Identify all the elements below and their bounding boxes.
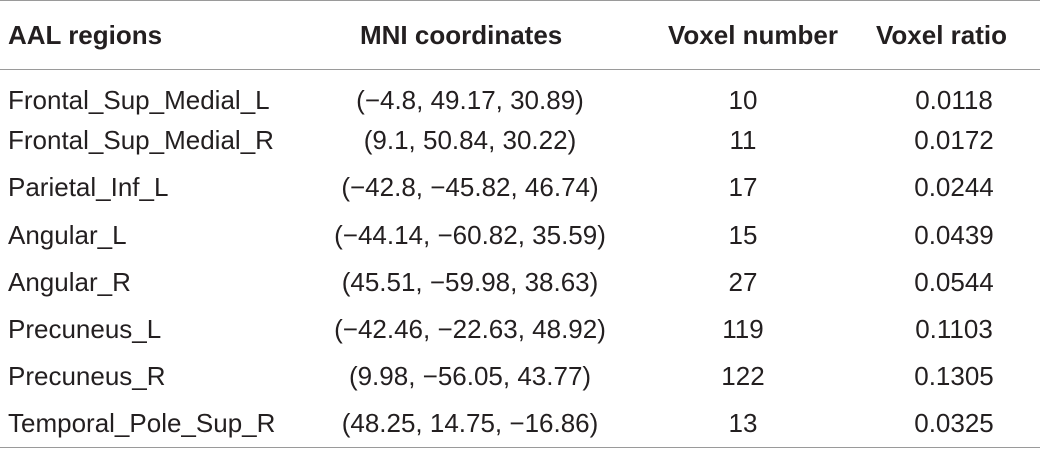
cell-region: Temporal_Pole_Sup_R xyxy=(0,400,318,449)
table-row: Angular_R (45.51, −59.98, 38.63) 27 0.05… xyxy=(0,259,1040,306)
cell-mni-coordinates: (48.25, 14.75, −16.86) xyxy=(318,400,658,449)
cell-voxel-ratio: 0.0118 xyxy=(915,84,993,115)
table-row: Temporal_Pole_Sup_R (48.25, 14.75, −16.8… xyxy=(0,400,1040,449)
cell-region: Precuneus_R xyxy=(8,361,166,392)
cell-mni-coordinates: (−44.14, −60.82, 35.59) xyxy=(334,219,606,250)
aal-regions-table: AAL regions MNI coordinates Voxel number… xyxy=(0,0,1040,449)
cell-mni-coordinates: (9.1, 50.84, 30.22) xyxy=(363,124,577,155)
cell-mni-coordinates: (−42.8, −45.82, 46.74) xyxy=(341,172,599,203)
cell-voxel-number: 119 xyxy=(722,314,764,345)
cell-region: Angular_R xyxy=(8,266,131,297)
cell-voxel-ratio: 0.0325 xyxy=(868,400,1040,449)
table-row: Precuneus_L (−42.46, −22.63, 48.92) 119 … xyxy=(0,306,1040,353)
cell-voxel-number: 13 xyxy=(658,400,868,449)
cell-region: Frontal_Sup_Medial_R xyxy=(8,124,274,155)
cell-voxel-number: 15 xyxy=(728,219,758,250)
header-mni-coordinates: MNI coordinates xyxy=(318,0,658,70)
cell-mni-coordinates: (9.98, −56.05, 43.77) xyxy=(348,361,592,392)
cell-voxel-number: 17 xyxy=(728,172,758,203)
header-voxel-ratio: Voxel ratio xyxy=(868,0,1040,70)
table-row: Precuneus_R (9.98, −56.05, 43.77) 122 0.… xyxy=(0,353,1040,400)
table-row: Angular_L (−44.14, −60.82, 35.59) 15 0.0… xyxy=(0,211,1040,258)
cell-voxel-number: 122 xyxy=(721,361,765,392)
header-aal-regions: AAL regions xyxy=(0,0,318,70)
cell-mni-coordinates: (−4.8, 49.17, 30.89) xyxy=(356,84,584,115)
table-body: Frontal_Sup_Medial_L (−4.8, 49.17, 30.89… xyxy=(0,70,1040,449)
cell-voxel-ratio: 0.0544 xyxy=(914,266,994,297)
cell-voxel-ratio: 0.1305 xyxy=(914,361,994,392)
cell-region: Precuneus_L xyxy=(8,314,162,345)
cell-mni-coordinates: (45.51, −59.98, 38.63) xyxy=(341,266,599,297)
cell-voxel-ratio: 0.1103 xyxy=(915,314,993,345)
cell-voxel-number: 10 xyxy=(728,84,758,115)
cell-mni-coordinates: (−42.46, −22.63, 48.92) xyxy=(334,314,606,345)
cell-region: Frontal_Sup_Medial_L xyxy=(8,84,270,115)
table-header: AAL regions MNI coordinates Voxel number… xyxy=(0,0,1040,70)
table-row: Frontal_Sup_Medial_L (−4.8, 49.17, 30.89… xyxy=(0,70,1040,117)
cell-voxel-ratio: 0.0172 xyxy=(914,124,994,155)
table-row: Parietal_Inf_L (−42.8, −45.82, 46.74) 17… xyxy=(0,164,1040,211)
table-row: Frontal_Sup_Medial_R (9.1, 50.84, 30.22)… xyxy=(0,117,1040,164)
cell-voxel-ratio: 0.0244 xyxy=(914,172,994,203)
header-row: AAL regions MNI coordinates Voxel number… xyxy=(0,0,1040,70)
cell-region: Parietal_Inf_L xyxy=(8,172,169,203)
cell-voxel-number: 11 xyxy=(729,124,757,155)
cell-region: Angular_L xyxy=(8,219,127,250)
header-voxel-number: Voxel number xyxy=(658,0,868,70)
cell-voxel-ratio: 0.0439 xyxy=(914,219,994,250)
cell-voxel-number: 27 xyxy=(728,266,758,297)
